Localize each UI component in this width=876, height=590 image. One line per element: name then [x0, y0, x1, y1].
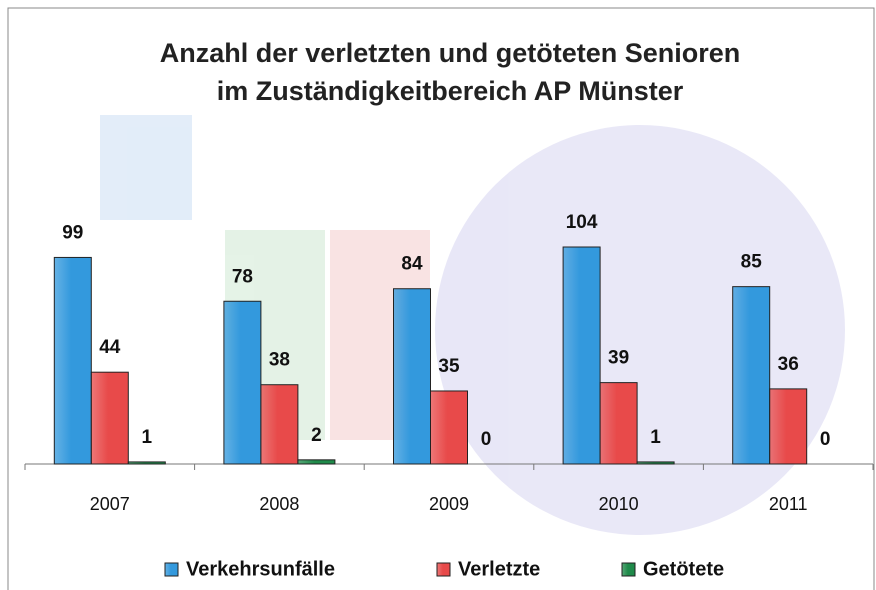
- data-label: 84: [401, 254, 423, 275]
- bar: [260, 384, 299, 465]
- data-label: 1: [650, 427, 661, 448]
- data-label: 0: [820, 429, 831, 450]
- x-tick-label: 2011: [769, 494, 808, 514]
- data-label: 35: [438, 356, 460, 377]
- legend-label: Verletzte: [458, 558, 540, 580]
- chart-title: Anzahl der verletzten und getöteten Seni…: [160, 38, 741, 68]
- data-label: 99: [62, 222, 83, 243]
- bar: [599, 382, 638, 465]
- chart-title: im Zuständigkeitbereich AP Münster: [217, 76, 684, 106]
- data-label: 2: [311, 425, 322, 446]
- x-tick-label: 2007: [90, 494, 130, 514]
- data-label: 38: [269, 350, 290, 371]
- data-label: 104: [566, 212, 598, 233]
- x-tick-label: 2008: [259, 494, 299, 514]
- bar: [562, 246, 601, 465]
- data-label: 0: [481, 429, 492, 450]
- legend-label: Getötete: [643, 558, 724, 580]
- legend-swatch: [621, 562, 636, 577]
- bar: [90, 371, 129, 465]
- bar: [127, 461, 166, 465]
- legend-label: Verkehrsunfälle: [186, 558, 335, 580]
- data-label: 78: [232, 266, 253, 287]
- bar: [732, 286, 771, 465]
- bar: [297, 459, 336, 465]
- data-label: 1: [142, 427, 153, 448]
- data-label: 85: [741, 252, 763, 273]
- bar: [53, 256, 92, 465]
- x-tick-label: 2010: [599, 494, 639, 514]
- legend-swatch: [436, 562, 451, 577]
- legend-swatch: [164, 562, 179, 577]
- data-label: 39: [608, 348, 629, 369]
- data-label: 36: [778, 354, 799, 375]
- x-tick-label: 2009: [429, 494, 469, 514]
- frame: [7, 7, 875, 590]
- bar: [636, 461, 675, 465]
- bar: [223, 300, 262, 465]
- bar: [430, 390, 468, 465]
- bar: [393, 288, 431, 465]
- bar: [769, 388, 808, 465]
- data-label: 44: [99, 337, 121, 358]
